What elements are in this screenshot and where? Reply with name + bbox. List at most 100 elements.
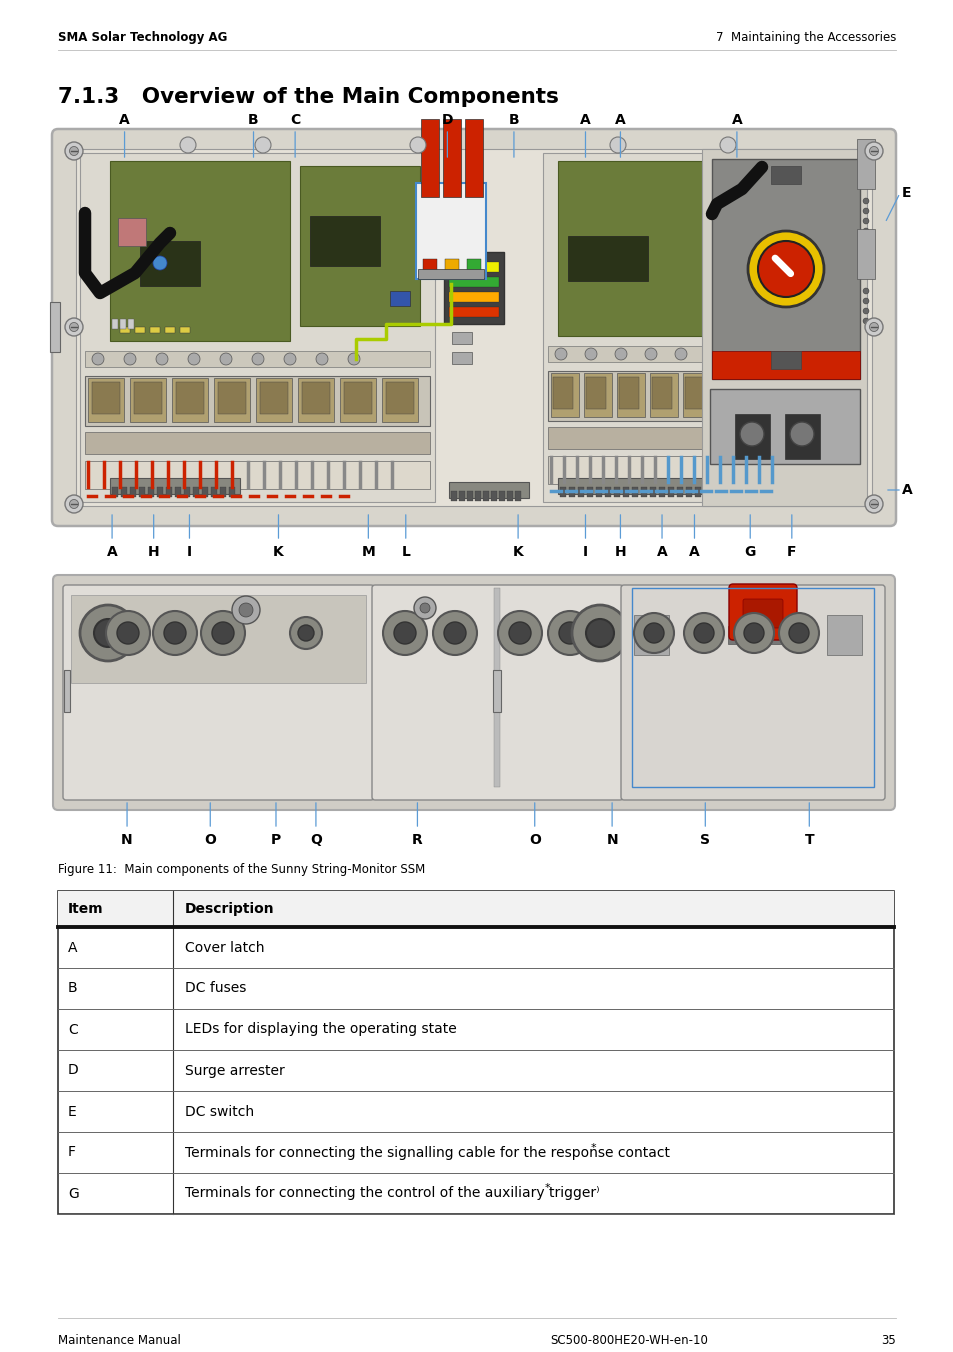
Circle shape <box>414 598 436 619</box>
Circle shape <box>868 146 878 155</box>
Text: F: F <box>68 1145 76 1160</box>
Bar <box>165 327 174 333</box>
Bar <box>452 333 472 343</box>
Bar <box>649 373 678 416</box>
Bar <box>585 377 605 410</box>
Circle shape <box>124 353 136 365</box>
Text: A: A <box>688 545 700 558</box>
Bar <box>157 487 163 498</box>
Bar <box>255 379 292 422</box>
Bar <box>712 487 719 498</box>
Text: Figure 11:  Main components of the Sunny String-Monitor SSM: Figure 11: Main components of the Sunny … <box>58 863 425 876</box>
Bar <box>112 487 118 498</box>
FancyBboxPatch shape <box>728 584 796 639</box>
Text: A: A <box>901 483 912 498</box>
Circle shape <box>212 622 233 644</box>
Bar <box>770 352 801 369</box>
Bar <box>211 487 216 498</box>
Bar <box>458 491 464 502</box>
Circle shape <box>297 625 314 641</box>
Bar <box>91 383 120 414</box>
Bar <box>727 626 797 644</box>
Circle shape <box>743 623 763 644</box>
Text: Maintenance Manual: Maintenance Manual <box>58 1333 181 1347</box>
Bar <box>260 383 288 414</box>
Circle shape <box>862 288 868 293</box>
Bar <box>711 160 859 379</box>
Circle shape <box>94 619 122 648</box>
Bar <box>416 183 485 279</box>
Bar <box>604 487 610 498</box>
Circle shape <box>585 619 614 648</box>
Circle shape <box>584 347 597 360</box>
Circle shape <box>91 353 104 365</box>
Circle shape <box>509 622 531 644</box>
Text: 35: 35 <box>881 1333 895 1347</box>
Text: DC switch: DC switch <box>185 1105 253 1118</box>
Text: A: A <box>119 114 130 127</box>
Bar <box>130 379 166 422</box>
Bar <box>420 119 438 197</box>
Circle shape <box>862 308 868 314</box>
Bar <box>135 327 145 333</box>
Bar <box>596 487 601 498</box>
Circle shape <box>547 611 592 654</box>
Bar <box>631 487 638 498</box>
Bar <box>567 237 647 281</box>
Circle shape <box>180 137 195 153</box>
Bar <box>856 139 874 189</box>
Circle shape <box>555 347 566 360</box>
Circle shape <box>290 617 322 649</box>
Bar <box>71 595 366 683</box>
Bar <box>449 483 529 498</box>
Text: Terminals for connecting the signalling cable for the response contact: Terminals for connecting the signalling … <box>185 1145 669 1160</box>
Bar <box>701 149 866 506</box>
Circle shape <box>558 622 580 644</box>
Text: F: F <box>786 545 796 558</box>
Circle shape <box>862 297 868 304</box>
Circle shape <box>164 622 186 644</box>
Circle shape <box>615 347 626 360</box>
Circle shape <box>419 603 430 612</box>
Text: A: A <box>107 545 117 558</box>
Circle shape <box>239 603 253 617</box>
Circle shape <box>315 353 328 365</box>
Text: D: D <box>441 114 453 127</box>
Bar <box>482 491 489 502</box>
Circle shape <box>747 231 823 307</box>
Text: DC fuses: DC fuses <box>185 982 246 995</box>
Bar <box>229 487 234 498</box>
Bar <box>622 487 628 498</box>
Bar <box>202 487 208 498</box>
Circle shape <box>733 612 773 653</box>
Text: C: C <box>290 114 300 127</box>
Bar <box>498 491 504 502</box>
Bar <box>640 487 646 498</box>
Text: I: I <box>187 545 192 558</box>
FancyBboxPatch shape <box>53 575 894 810</box>
Bar <box>118 218 146 246</box>
Bar <box>213 379 250 422</box>
Circle shape <box>740 422 763 446</box>
Bar <box>826 615 862 654</box>
Bar <box>58 891 893 1214</box>
Text: *: * <box>590 1142 596 1152</box>
Bar <box>140 241 200 287</box>
Bar <box>121 487 127 498</box>
Circle shape <box>572 604 627 661</box>
Circle shape <box>152 256 167 270</box>
Bar <box>150 327 160 333</box>
Bar <box>734 414 769 458</box>
Text: Terminals for connecting the control of the auxiliary trigger⁾: Terminals for connecting the control of … <box>185 1187 599 1201</box>
Circle shape <box>609 137 625 153</box>
Circle shape <box>497 611 541 654</box>
Text: E: E <box>901 187 910 200</box>
Bar <box>64 671 70 713</box>
Bar <box>649 487 656 498</box>
Bar <box>58 891 893 927</box>
Bar <box>634 615 668 654</box>
Text: K: K <box>273 545 284 558</box>
Text: G: G <box>68 1187 79 1201</box>
Text: Item: Item <box>68 902 104 917</box>
Bar <box>443 251 503 324</box>
